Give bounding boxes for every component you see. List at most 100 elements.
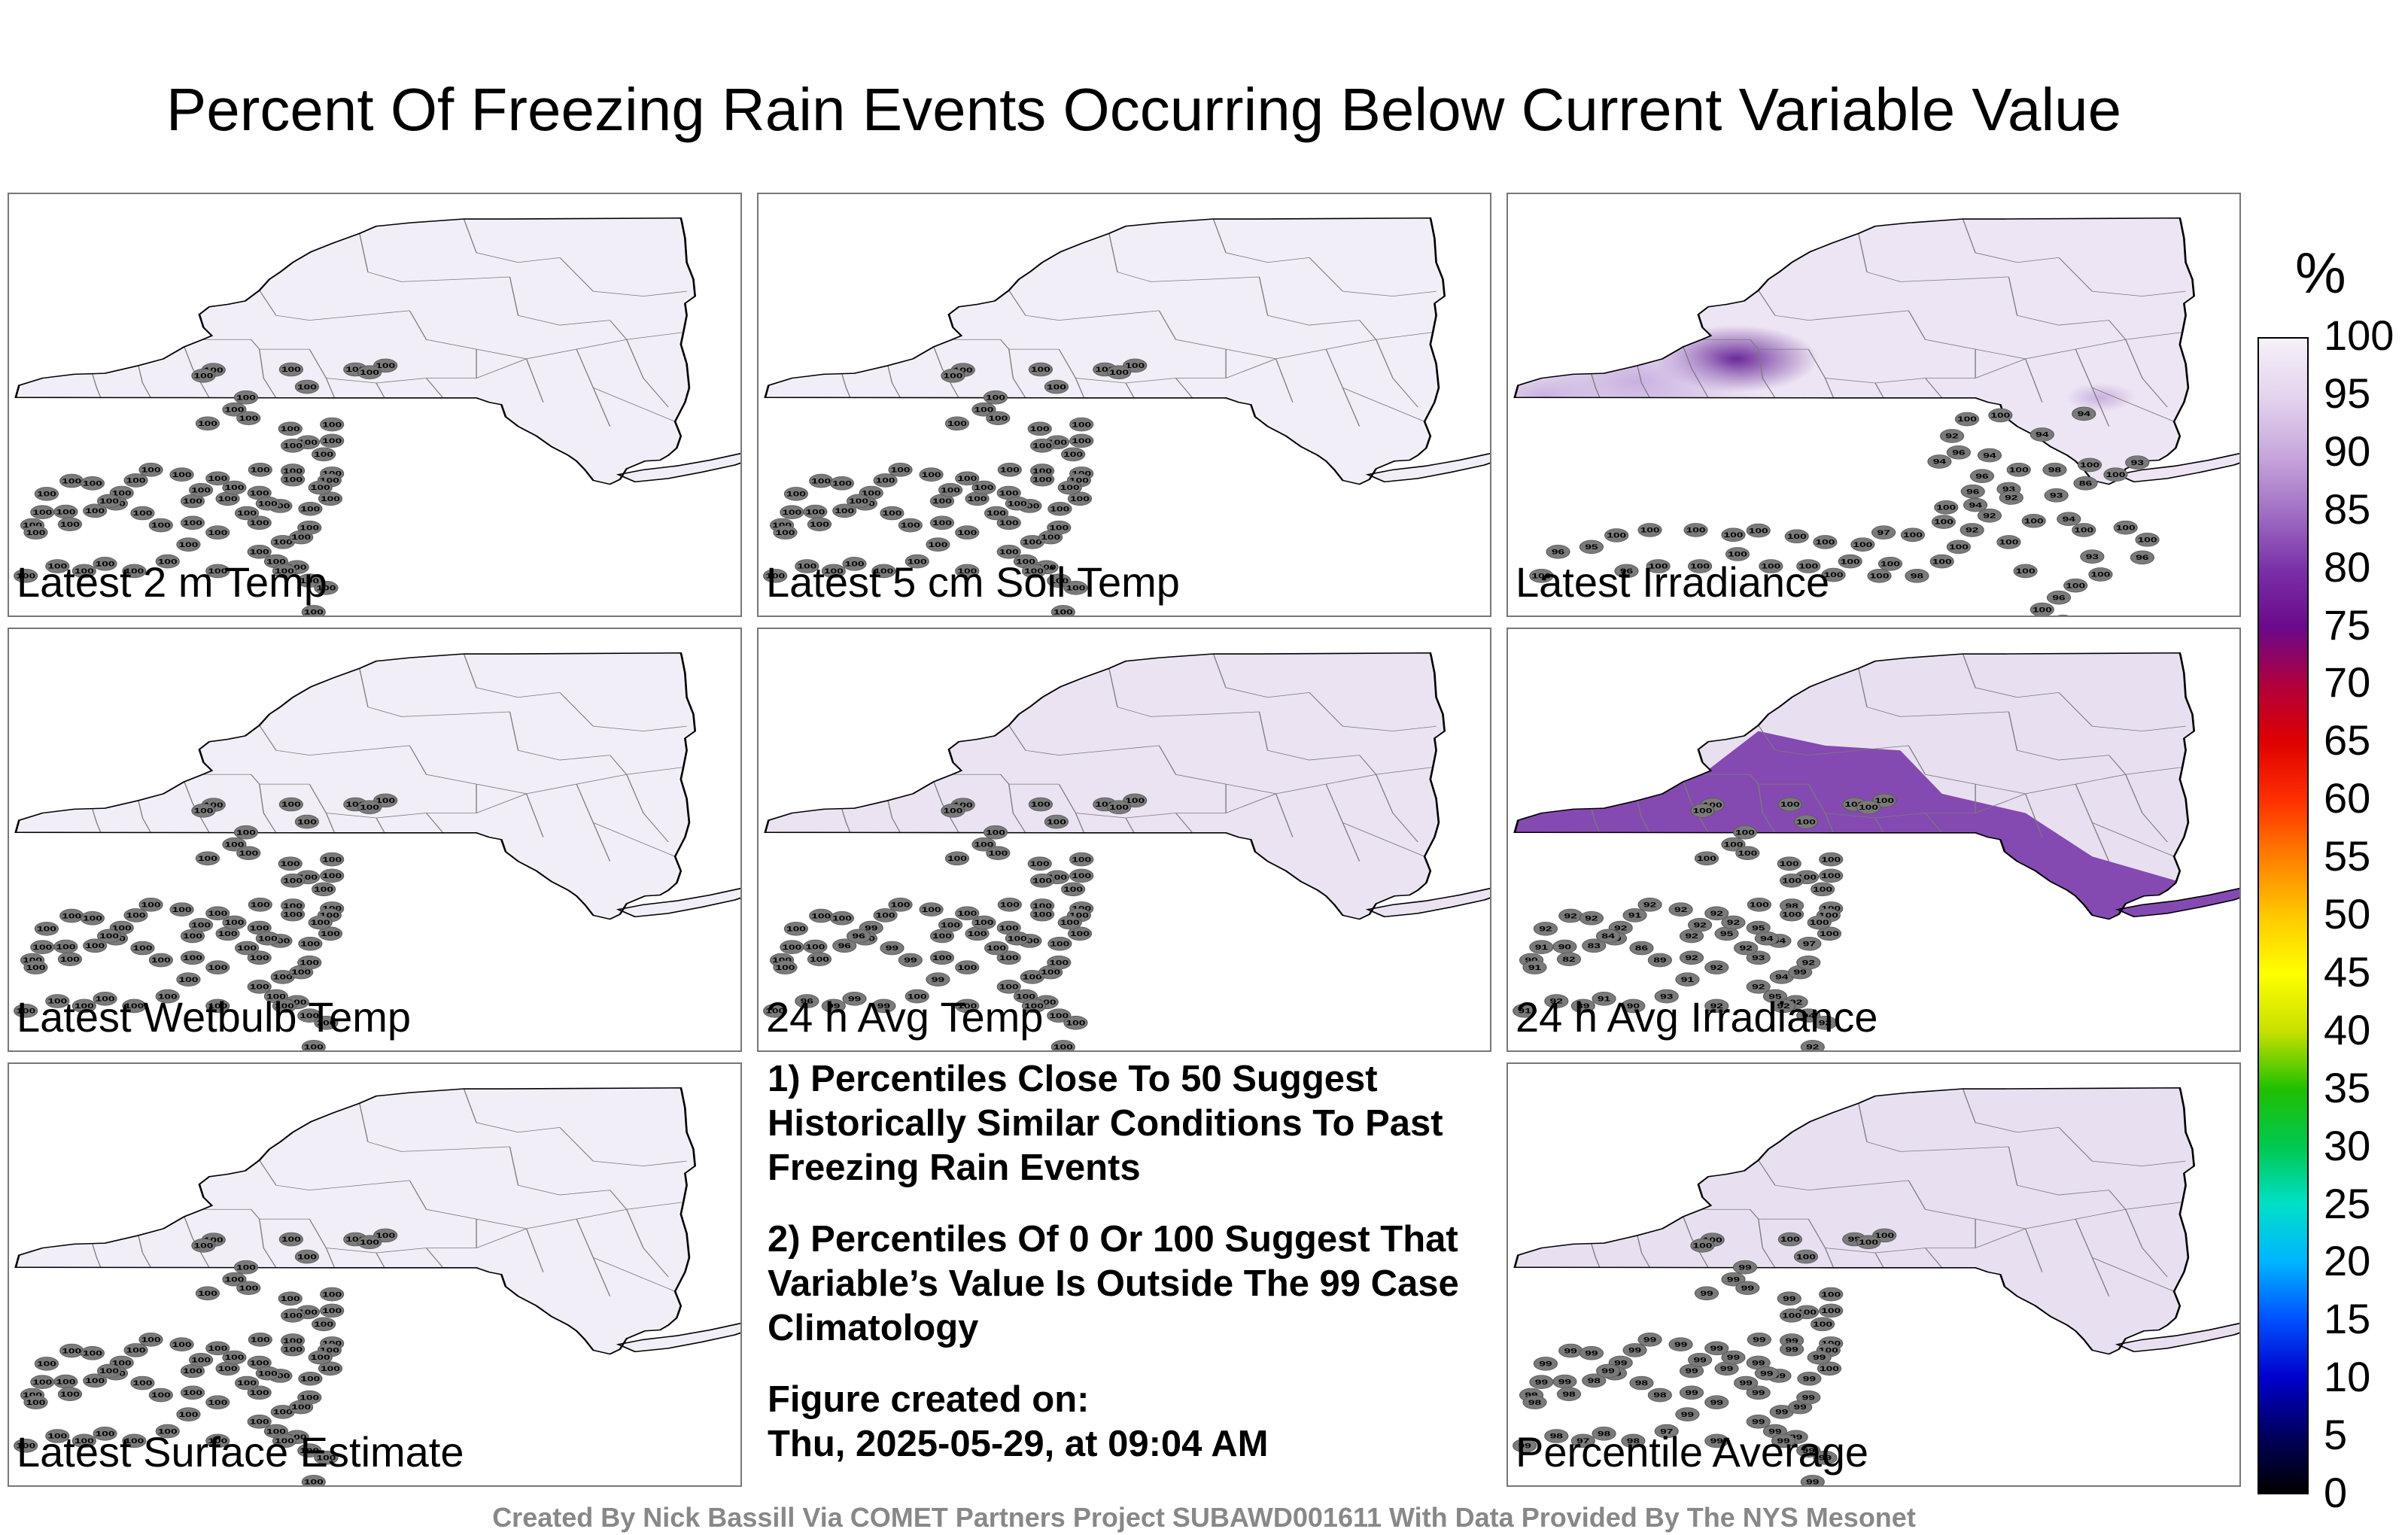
station-dot [1522,1395,1547,1409]
county-border [1758,784,1776,833]
station-value: 99 [1710,1437,1723,1445]
station-value: 100 [298,1309,318,1316]
station-marker: 100 [873,473,898,488]
station-marker: 100 [318,1361,343,1376]
station-value: 100 [1047,439,1067,446]
station-marker: 100 [829,476,854,491]
station-dot [205,1395,230,1409]
station-dot [2072,406,2096,421]
station-dot [2063,578,2088,593]
station-value: 100 [74,1437,94,1445]
station-marker: 99 [1688,1352,1713,1367]
station-marker: 100 [1988,408,2013,423]
station-dot [898,953,923,968]
station-dot [123,473,148,488]
station-marker: 100 [871,564,896,579]
station-value: 100 [281,425,300,433]
station-value: 99 [1802,1394,1815,1402]
station-marker: 94 [1977,448,2002,463]
station-dot [1977,508,2002,523]
station-value: 99 [1806,1479,1819,1486]
station-marker: 100 [297,573,322,588]
station-marker: 100 [155,1424,180,1439]
station-value: 100 [283,911,303,919]
station-dot [248,1333,272,1347]
station-dot [180,515,205,530]
station-marker: 100 [57,517,83,532]
station-dot [297,1008,322,1023]
station-value: 100 [1032,911,1052,919]
station-value: 100 [191,1357,211,1364]
station-dot [1977,448,2002,463]
station-marker: 99 [1769,1405,1794,1419]
station-dot [169,902,194,917]
station-value: 99 [1685,1389,1698,1397]
station-value: 100 [291,533,311,541]
station-marker: 99 [1796,1390,1821,1405]
station-marker: 100 [357,1235,382,1250]
station-dot [1107,365,1132,380]
station-value: 100 [198,1290,217,1297]
station-dot [1721,527,1746,543]
station-dot [929,515,955,530]
county-border [1637,1235,1651,1268]
station-value: 100 [297,1254,317,1261]
state-outline [1513,217,2196,485]
station-value: 93 [2086,553,2099,561]
county-border [1275,793,1294,837]
station-value: 100 [943,372,962,380]
station-value: 100 [891,467,911,474]
station-dot [1807,915,1832,930]
station-dot [57,952,83,967]
station-marker: 99 [880,941,905,956]
station-dot [1582,938,1607,953]
station-marker: 100 [1954,412,1980,427]
station-marker: 100 [297,1443,322,1458]
percentile-field [765,217,1490,485]
station-dot [148,953,173,968]
station-dot [1533,1357,1558,1371]
county-border [1858,233,2009,282]
station-dot [1069,868,1094,883]
station-dot [2046,590,2072,605]
station-value: 100 [287,564,307,571]
station-marker: 100 [281,873,306,888]
station-value: 100 [1008,935,1027,943]
station-value: 100 [304,1479,324,1486]
station-dot [281,907,306,922]
station-dot [1021,564,1047,579]
station-marker: 92 [1637,898,1662,912]
station-value: 100 [876,912,895,919]
station-value: 100 [1957,415,1977,423]
station-marker: 98 [1647,1388,1672,1403]
station-marker: 100 [314,1451,339,1465]
station-value: 100 [1874,797,1894,804]
station-marker: 99 [842,992,867,1006]
station-value: 100 [805,508,825,515]
station-value: 90 [1558,943,1571,950]
station-dot [155,989,180,1004]
station-value: 100 [183,1367,202,1375]
county-border [509,1146,610,1196]
station-marker: 99 [1735,1281,1760,1296]
station-value: 100 [974,841,994,849]
station-dot [1694,1286,1719,1301]
station-value: 100 [16,1442,35,1450]
station-value: 99 [1819,1454,1832,1462]
station-marker: 97 [1797,936,1822,951]
station-dot [1061,447,1086,462]
station-marker: 100 [1877,557,1903,571]
station-value: 100 [1880,561,1900,568]
station-dot [795,559,819,573]
station-value: 99 [1614,1360,1627,1367]
station-value: 100 [999,519,1019,527]
station-value: 100 [99,497,119,505]
station-dot [1960,523,1984,537]
county-border [1962,218,2060,263]
station-value: 100 [776,529,795,536]
station-value: 100 [208,1002,227,1010]
station-marker: 100 [1817,926,1842,941]
station-marker: 100 [773,960,798,974]
station-value: 97 [1660,1428,1673,1436]
station-value: 100 [1054,1044,1073,1051]
